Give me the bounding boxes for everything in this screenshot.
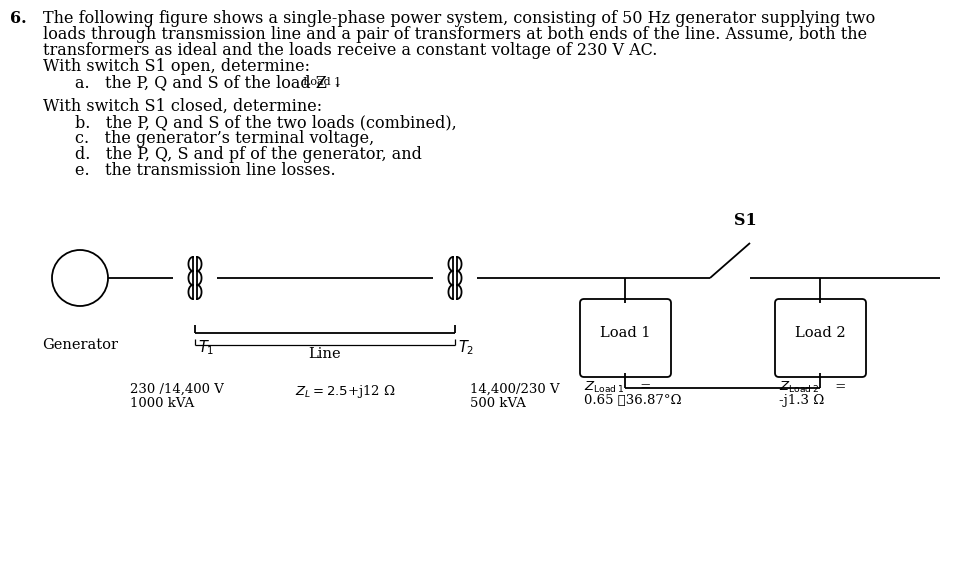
Text: 6.: 6. bbox=[10, 10, 26, 27]
Text: -j1.3 Ω: -j1.3 Ω bbox=[779, 394, 825, 407]
FancyBboxPatch shape bbox=[775, 299, 866, 377]
Text: $T_2$: $T_2$ bbox=[458, 338, 474, 357]
Text: d.   the P, Q, S and pf of the generator, and: d. the P, Q, S and pf of the generator, … bbox=[75, 146, 422, 163]
Text: e.   the transmission line losses.: e. the transmission line losses. bbox=[75, 162, 335, 179]
Text: S1: S1 bbox=[734, 212, 757, 229]
Text: .: . bbox=[335, 74, 340, 91]
Text: With switch S1 open, determine:: With switch S1 open, determine: bbox=[43, 58, 310, 75]
Text: a.   the P, Q and S of the load Z: a. the P, Q and S of the load Z bbox=[75, 74, 327, 91]
Text: Generator: Generator bbox=[42, 338, 118, 352]
Text: transformers as ideal and the loads receive a constant voltage of 230 V AC.: transformers as ideal and the loads rece… bbox=[43, 42, 657, 59]
Text: $Z_L = 2.5$+j12 Ω: $Z_L = 2.5$+j12 Ω bbox=[295, 383, 395, 400]
Text: Load 2: Load 2 bbox=[796, 326, 846, 340]
Text: With switch S1 closed, determine:: With switch S1 closed, determine: bbox=[43, 98, 322, 115]
Text: 500 kVA: 500 kVA bbox=[470, 397, 526, 410]
Text: b.   the P, Q and S of the two loads (combined),: b. the P, Q and S of the two loads (comb… bbox=[75, 114, 456, 131]
Text: $Z_{\mathrm{Load\,1}}$: $Z_{\mathrm{Load\,1}}$ bbox=[584, 380, 624, 395]
Text: $Z_{\mathrm{Load\,2}}$: $Z_{\mathrm{Load\,2}}$ bbox=[779, 380, 819, 395]
Text: loads through transmission line and a pair of transformers at both ends of the l: loads through transmission line and a pa… bbox=[43, 26, 867, 43]
Text: 14,400/230 V: 14,400/230 V bbox=[470, 383, 560, 396]
FancyBboxPatch shape bbox=[580, 299, 671, 377]
Text: 230 /14,400 V: 230 /14,400 V bbox=[130, 383, 224, 396]
Text: c.   the generator’s terminal voltage,: c. the generator’s terminal voltage, bbox=[75, 130, 374, 147]
Text: $T_1$: $T_1$ bbox=[198, 338, 214, 357]
Text: Load 1: Load 1 bbox=[600, 326, 651, 340]
Text: 0.65 ⍢36.87°Ω: 0.65 ⍢36.87°Ω bbox=[584, 394, 681, 407]
Text: =: = bbox=[636, 380, 651, 393]
Text: 1000 kVA: 1000 kVA bbox=[130, 397, 194, 410]
Text: =: = bbox=[831, 380, 846, 393]
Text: Load 1: Load 1 bbox=[303, 77, 341, 87]
Text: The following figure shows a single-phase power system, consisting of 50 Hz gene: The following figure shows a single-phas… bbox=[43, 10, 875, 27]
Text: Line: Line bbox=[309, 347, 341, 361]
